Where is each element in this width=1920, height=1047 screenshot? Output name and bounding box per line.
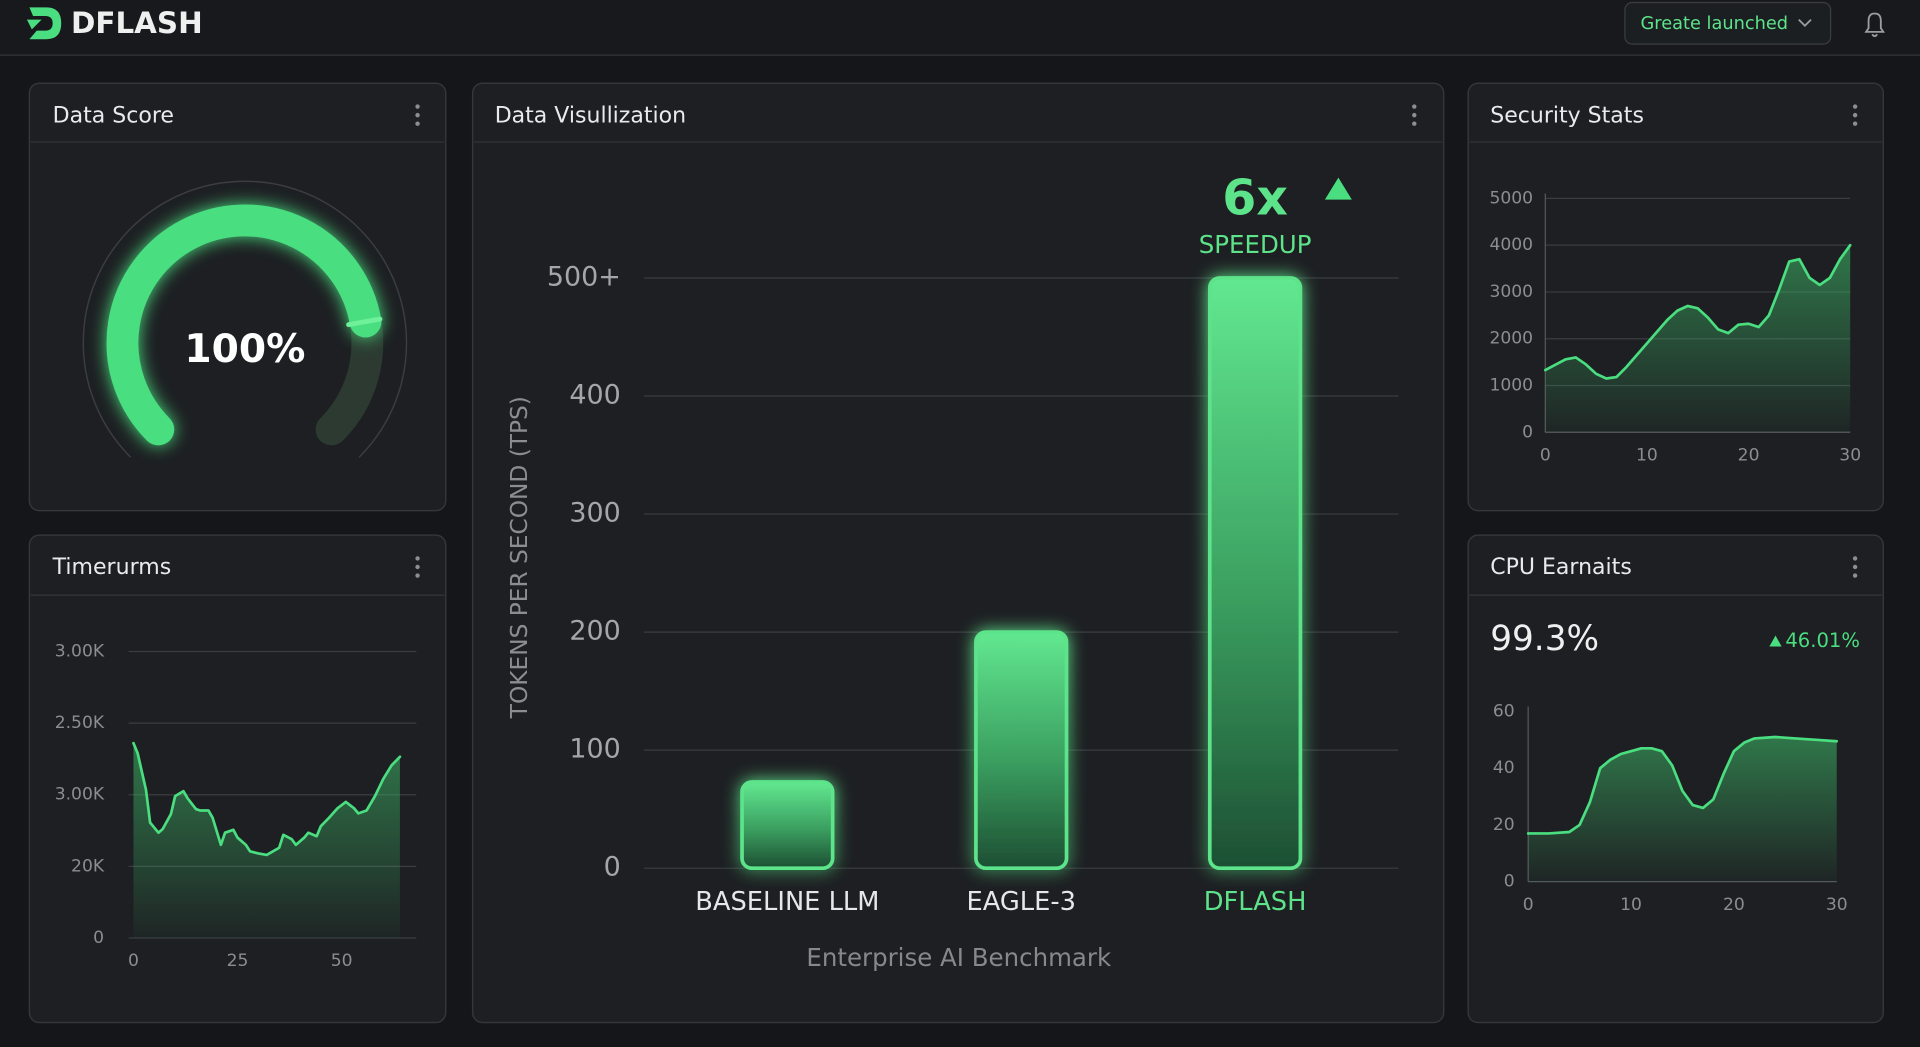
brand: DFLASH: [71, 6, 203, 40]
y-tick-label: 300: [569, 498, 620, 529]
y-tick-label: 0: [604, 852, 621, 883]
gauge-label: 100%: [184, 327, 305, 372]
x-tick-label: DFLASH: [1204, 887, 1307, 917]
x-tick-label: 30: [1839, 446, 1861, 466]
area-fill: [1545, 245, 1851, 433]
y-tick-label: 3.00K: [55, 785, 105, 805]
x-tick-label: 10: [1636, 446, 1658, 466]
annotation: 6x: [1222, 169, 1288, 226]
bell-icon[interactable]: [1864, 12, 1885, 38]
y-tick-label: 0: [93, 928, 104, 948]
y-tick-label: 4000: [1489, 235, 1533, 255]
x-tick-label: 0: [128, 951, 139, 971]
gauge-marker: [346, 316, 383, 328]
top-bar: [0, 0, 1920, 56]
kebab-menu[interactable]: [415, 104, 420, 126]
x-axis-label: Enterprise AI Benchmark: [806, 943, 1112, 972]
panel: [471, 82, 1445, 1024]
bar: [974, 630, 1069, 871]
area-fill: [133, 743, 400, 938]
logo: [26, 7, 62, 40]
panel: [28, 82, 447, 512]
bar: [740, 780, 835, 871]
panel-title: Security Stats: [1490, 103, 1644, 128]
gauge-ring: [82, 180, 408, 458]
y-tick-label: 1000: [1489, 376, 1533, 396]
x-tick-label: 30: [1826, 895, 1848, 915]
speedup-arrowhead: [1324, 177, 1352, 200]
y-tick-label: 0: [1522, 422, 1533, 442]
cpu-change: 46.01%: [1785, 629, 1860, 652]
chevron[interactable]: [1798, 18, 1812, 28]
panel-title: CPU Earnaits: [1490, 555, 1632, 580]
kebab-menu[interactable]: [1852, 556, 1858, 578]
up-arrow: [1769, 635, 1782, 647]
area-line: [1543, 243, 1852, 380]
y-tick-label: 2.50K: [55, 713, 105, 733]
y-tick-label: 40: [1493, 758, 1515, 778]
y-tick-label: 20: [1493, 815, 1515, 835]
y-tick-label: 0: [1504, 872, 1515, 892]
y-axis-label: TOKENS PER SECOND (TPS): [506, 396, 533, 719]
y-tick-label: 2000: [1489, 329, 1533, 349]
area-fill: [1528, 736, 1837, 882]
gauge-value: [106, 204, 382, 446]
x-tick-label: 0: [1540, 446, 1551, 466]
kebab-menu[interactable]: [1412, 104, 1417, 126]
x-tick-label: 50: [331, 951, 353, 971]
x-tick-label: 20: [1738, 446, 1760, 466]
x-tick-label: 0: [1523, 895, 1534, 915]
y-tick-label: 5000: [1489, 188, 1533, 208]
y-tick-label: 3.00K: [55, 641, 105, 661]
y-tick-label: 200: [569, 616, 620, 647]
x-tick-label: EAGLE-3: [966, 887, 1075, 917]
y-tick-label: 500+: [547, 261, 621, 292]
y-tick-label: 100: [569, 734, 620, 765]
area-line: [1526, 735, 1839, 835]
panel-title: Data Score: [53, 103, 174, 128]
panel-title: Data Visullization: [495, 103, 686, 128]
create-button-label[interactable]: Greate launched: [1641, 14, 1789, 34]
bar: [1207, 276, 1303, 871]
cpu-metric: 99.3%: [1490, 619, 1599, 659]
x-tick-label: 20: [1723, 895, 1745, 915]
area-line: [132, 741, 402, 857]
panel-title: Timerurms: [52, 555, 172, 580]
kebab-menu[interactable]: [1852, 104, 1858, 126]
y-tick-label: 60: [1493, 701, 1515, 721]
kebab-menu[interactable]: [415, 556, 420, 578]
x-tick-label: 25: [227, 951, 249, 971]
y-tick-label: 400: [569, 380, 620, 411]
create-button[interactable]: [1624, 1, 1832, 45]
y-tick-label: 20K: [71, 856, 105, 876]
x-tick-label: 10: [1620, 895, 1642, 915]
y-tick-label: 3000: [1489, 282, 1533, 302]
annotation-sub: SPEEDUP: [1199, 230, 1312, 259]
x-tick-label: BASELINE LLM: [695, 887, 879, 917]
